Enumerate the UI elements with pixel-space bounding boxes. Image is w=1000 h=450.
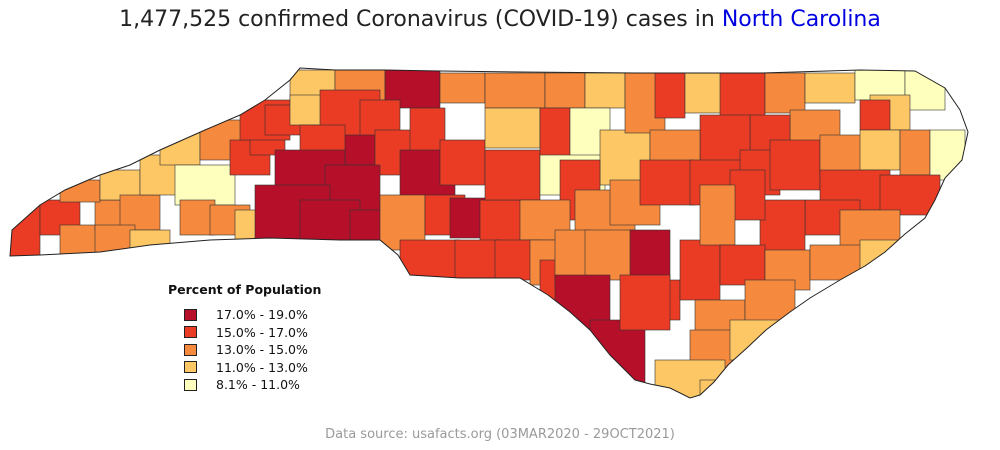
county-region bbox=[94, 224, 136, 256]
legend-swatch bbox=[184, 343, 197, 356]
legend-label: 13.0% - 15.0% bbox=[216, 342, 308, 358]
county-region bbox=[719, 244, 766, 286]
data-source-note: Data source: usafacts.org (03MAR2020 - 2… bbox=[325, 427, 675, 442]
legend-swatch bbox=[184, 361, 197, 374]
county-region bbox=[59, 224, 101, 261]
county-region bbox=[484, 107, 541, 149]
county-region bbox=[449, 197, 486, 239]
map-legend: Percent of Population 17.0% - 19.0% 15.0… bbox=[168, 282, 321, 394]
county-region bbox=[699, 184, 736, 246]
county-region bbox=[544, 72, 586, 109]
county-region bbox=[654, 72, 686, 119]
county-region bbox=[899, 129, 931, 176]
legend-item: 17.0% - 19.0% bbox=[168, 306, 321, 324]
county-region bbox=[769, 139, 821, 191]
legend-label: 17.0% - 19.0% bbox=[216, 307, 308, 323]
county-region bbox=[179, 199, 216, 236]
county-regions bbox=[10, 68, 966, 398]
legend-swatch bbox=[184, 308, 197, 321]
county-region bbox=[539, 107, 571, 159]
county-region bbox=[484, 149, 541, 201]
county-region bbox=[804, 72, 856, 104]
county-region bbox=[929, 129, 966, 181]
title-prefix: 1,477,525 confirmed Coronavirus (COVID-1… bbox=[119, 7, 722, 32]
county-region bbox=[684, 72, 726, 114]
county-region bbox=[479, 199, 526, 246]
county-region bbox=[859, 129, 901, 171]
county-region bbox=[454, 239, 501, 281]
legend-title: Percent of Population bbox=[168, 282, 322, 297]
legend-label: 15.0% - 17.0% bbox=[216, 324, 308, 340]
county-region bbox=[639, 159, 696, 206]
county-region bbox=[729, 319, 786, 361]
county-region bbox=[744, 279, 796, 326]
legend-swatch bbox=[184, 378, 197, 391]
county-region bbox=[439, 139, 486, 186]
county-region bbox=[879, 174, 941, 216]
legend-swatch bbox=[184, 326, 197, 339]
title-state[interactable]: North Carolina bbox=[721, 7, 881, 32]
county-region bbox=[764, 72, 806, 114]
county-region bbox=[619, 274, 671, 331]
legend-item: 8.1% - 11.0% bbox=[168, 376, 321, 394]
county-region bbox=[439, 72, 486, 104]
legend-item: 11.0% - 13.0% bbox=[168, 359, 321, 377]
county-region bbox=[819, 134, 866, 176]
county-region bbox=[339, 134, 376, 166]
county-region bbox=[10, 199, 41, 261]
legend-label: 8.1% - 11.0% bbox=[216, 377, 300, 393]
county-region bbox=[719, 72, 766, 119]
page-title: 1,477,525 confirmed Coronavirus (COVID-1… bbox=[0, 7, 1000, 32]
legend-item: 13.0% - 15.0% bbox=[168, 341, 321, 359]
county-region bbox=[729, 169, 766, 221]
county-region bbox=[409, 107, 446, 154]
county-region bbox=[679, 239, 721, 301]
county-region bbox=[584, 72, 626, 109]
county-region bbox=[904, 69, 946, 111]
legend-label: 11.0% - 13.0% bbox=[216, 359, 308, 375]
state-outline bbox=[9, 67, 969, 399]
county-region bbox=[484, 72, 546, 109]
county-region bbox=[174, 164, 236, 206]
county-region bbox=[584, 229, 636, 281]
county-region bbox=[399, 239, 461, 281]
county-region bbox=[699, 379, 731, 398]
legend-item: 15.0% - 17.0% bbox=[168, 324, 321, 342]
county-region bbox=[129, 229, 171, 256]
county-region bbox=[859, 99, 891, 131]
